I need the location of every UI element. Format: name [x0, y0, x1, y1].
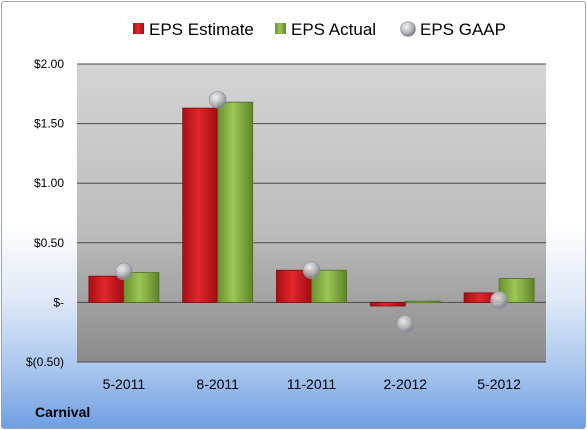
x-axis-labels: 5-2011 8-2011 11-2011 2-2012 5-2012: [103, 376, 521, 392]
x-tick-label: 5-2012: [477, 376, 521, 392]
bar-eps-estimate: [369, 301, 406, 307]
company-name: Carnival: [35, 404, 91, 420]
gaap-markers: [115, 90, 508, 333]
y-axis-ticks: $(0.50) $- $0.50 $1.00 $1.50 $2.00: [26, 57, 64, 369]
bars: [88, 101, 535, 307]
plot-area: [77, 64, 546, 362]
x-tick-label: 5-2011: [103, 376, 146, 392]
y-tick-label: $2.00: [34, 57, 64, 71]
legend: EPS Estimate EPS Actual EPS GAAP: [133, 20, 506, 39]
marker-eps-gaap: [208, 90, 227, 109]
legend-label: EPS GAAP: [420, 20, 506, 39]
bar-eps-actual: [217, 101, 254, 303]
bar-eps-actual: [123, 272, 160, 303]
y-tick-label: $(0.50): [26, 355, 64, 369]
bar-eps-estimate: [88, 275, 125, 303]
y-tick-label: $-: [53, 295, 64, 309]
marker-eps-gaap: [490, 291, 508, 309]
legend-swatch: [275, 23, 286, 34]
y-tick-label: $1.50: [34, 117, 64, 131]
legend-label: EPS Estimate: [149, 20, 254, 39]
bar-eps-actual: [404, 300, 441, 304]
x-tick-label: 11-2011: [287, 376, 337, 392]
x-tick-label: 2-2012: [384, 376, 428, 392]
legend-swatch: [133, 23, 144, 34]
bar-eps-actual: [498, 278, 535, 303]
legend-swatch: [400, 21, 416, 37]
x-tick-label: 8-2011: [196, 376, 239, 392]
y-tick-label: $0.50: [34, 236, 64, 250]
legend-label: EPS Actual: [291, 20, 376, 39]
marker-eps-gaap: [302, 261, 321, 280]
marker-eps-gaap: [115, 262, 133, 281]
y-tick-label: $1.00: [34, 176, 64, 190]
bar-eps-estimate: [182, 107, 219, 303]
marker-eps-gaap: [396, 315, 415, 333]
